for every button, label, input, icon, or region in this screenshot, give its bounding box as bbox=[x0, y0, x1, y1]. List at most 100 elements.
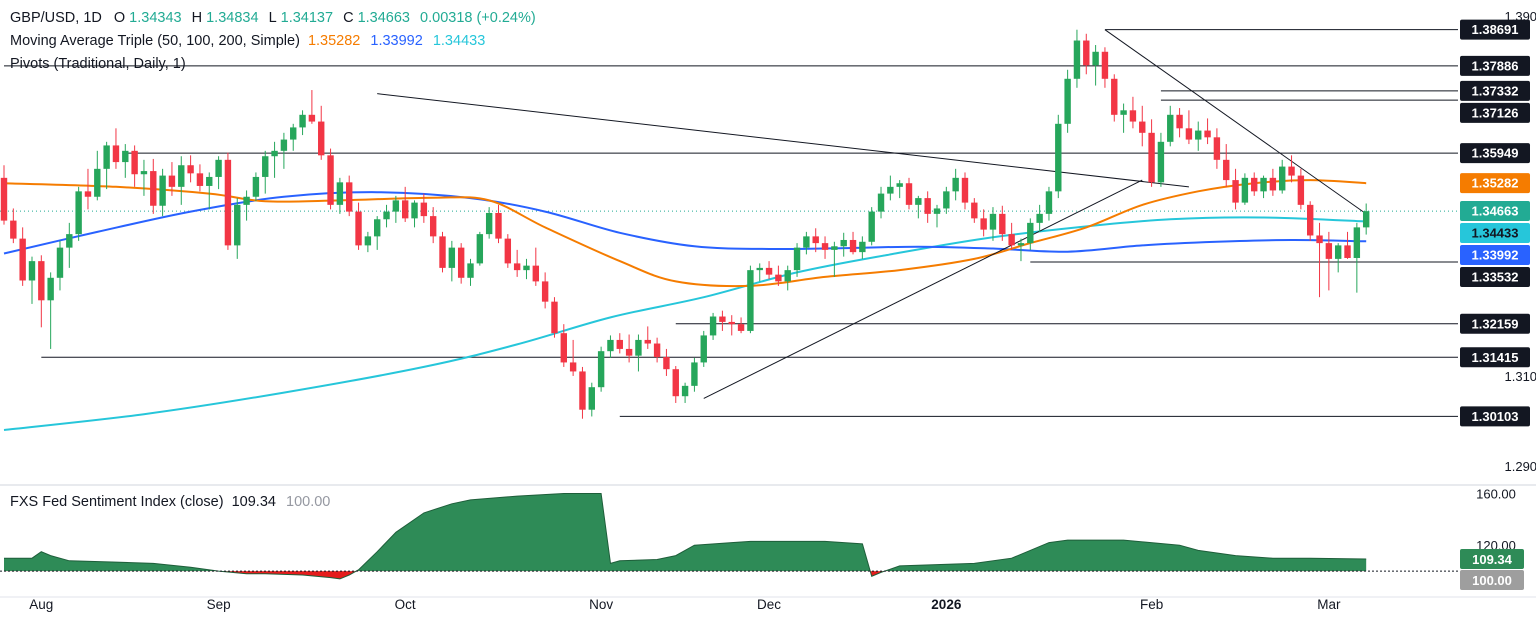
legend-pivots-label: Pivots (Traditional, Daily, 1) bbox=[10, 56, 186, 72]
candle-59 bbox=[551, 297, 558, 338]
candle-140 bbox=[1307, 201, 1314, 241]
candle-142 bbox=[1325, 231, 1333, 291]
candle-body bbox=[28, 261, 36, 281]
candle-body bbox=[859, 241, 866, 253]
candle-body bbox=[719, 316, 726, 322]
candle-body bbox=[84, 191, 92, 197]
candle-body bbox=[1269, 177, 1277, 191]
candle-body bbox=[290, 127, 297, 140]
candle-body bbox=[234, 204, 241, 246]
candle-body bbox=[1055, 123, 1062, 192]
candle-body bbox=[597, 351, 605, 388]
candle-body bbox=[1036, 213, 1043, 223]
time-tick-Dec: Dec bbox=[757, 597, 781, 612]
price-label-1.35949: 1.35949 bbox=[1460, 143, 1530, 164]
candle-139 bbox=[1297, 168, 1305, 210]
candle-body bbox=[374, 219, 381, 237]
candle-body bbox=[401, 200, 409, 219]
candle-body bbox=[383, 211, 390, 220]
candle-body bbox=[467, 263, 474, 278]
candle-body bbox=[1353, 227, 1361, 258]
legend-sentiment-value: 109.34 bbox=[231, 494, 276, 510]
price-tick-label: 1.29000 bbox=[1505, 459, 1536, 474]
candle-body bbox=[355, 211, 362, 246]
price-label-1.35282: 1.35282 bbox=[1460, 173, 1530, 194]
price-label-box bbox=[1460, 143, 1530, 164]
candle-body bbox=[1111, 78, 1118, 115]
candle-body bbox=[1307, 204, 1314, 236]
candle-55 bbox=[513, 249, 521, 277]
candle-93 bbox=[868, 207, 875, 246]
candle-135 bbox=[1260, 175, 1267, 199]
candle-74 bbox=[691, 357, 698, 392]
candle-46 bbox=[429, 207, 437, 244]
sentiment-panel bbox=[0, 493, 1458, 580]
candle-63 bbox=[588, 382, 595, 417]
price-label-box bbox=[1460, 223, 1530, 244]
candle-body bbox=[1176, 114, 1183, 129]
candle-4 bbox=[38, 255, 45, 328]
candle-body bbox=[299, 114, 306, 128]
candle-body bbox=[327, 155, 334, 205]
candle-body bbox=[224, 159, 232, 246]
candle-body bbox=[131, 150, 138, 175]
candle-29 bbox=[271, 141, 278, 178]
candle-81 bbox=[756, 263, 763, 282]
candle-31 bbox=[290, 123, 297, 151]
candle-body bbox=[1288, 166, 1295, 176]
candle-37 bbox=[346, 175, 353, 217]
price-label-box bbox=[1460, 245, 1530, 266]
candle-body bbox=[523, 265, 530, 271]
candle-109 bbox=[1017, 238, 1025, 262]
candle-body bbox=[1260, 177, 1267, 192]
candle-98 bbox=[915, 195, 922, 219]
candle-119 bbox=[1111, 74, 1118, 122]
candle-5 bbox=[47, 272, 54, 349]
candle-38 bbox=[355, 202, 362, 250]
candle-2 bbox=[19, 227, 26, 286]
candle-body bbox=[47, 277, 54, 301]
candle-body bbox=[485, 212, 493, 235]
candle-body bbox=[1362, 211, 1370, 228]
price-label-1.34663: 1.34663 bbox=[1460, 201, 1530, 222]
price-label-1.33532: 1.33532 bbox=[1460, 267, 1530, 288]
candle-53 bbox=[495, 204, 502, 244]
sentiment-base-label: 100.00 bbox=[1472, 573, 1512, 588]
legend-ma50-value: 1.35282 bbox=[307, 33, 361, 49]
candle-131 bbox=[1223, 144, 1230, 187]
candle-133 bbox=[1241, 173, 1249, 205]
candle-79 bbox=[737, 317, 745, 334]
candle-body bbox=[1213, 137, 1221, 160]
candle-114 bbox=[1064, 69, 1071, 133]
candle-9 bbox=[84, 168, 92, 210]
price-label-box bbox=[1460, 267, 1530, 288]
candle-19 bbox=[178, 156, 185, 205]
candle-body bbox=[971, 202, 978, 219]
candle-33 bbox=[308, 90, 316, 124]
candle-35 bbox=[327, 148, 334, 210]
legend-high-label: H bbox=[191, 10, 203, 26]
candle-78 bbox=[728, 315, 735, 336]
candle-106 bbox=[989, 207, 997, 241]
candle-118 bbox=[1101, 47, 1109, 88]
candle-body bbox=[989, 213, 997, 230]
price-label-box bbox=[1460, 173, 1530, 194]
candle-body bbox=[1092, 51, 1099, 66]
time-tick-Feb: Feb bbox=[1140, 597, 1163, 612]
candle-body bbox=[150, 171, 157, 206]
legend-close-value: 1.34663 bbox=[357, 10, 410, 26]
legend-row-ma: Moving Average Triple (50, 100, 200, Sim… bbox=[10, 33, 491, 49]
candle-41 bbox=[383, 204, 390, 228]
legend-close-label: C bbox=[343, 10, 354, 26]
candle-body bbox=[75, 191, 82, 235]
candle-body bbox=[429, 216, 437, 237]
candle-146 bbox=[1362, 203, 1370, 235]
price-label-box bbox=[1460, 313, 1530, 334]
candle-92 bbox=[859, 236, 866, 259]
price-label-1.37886: 1.37886 bbox=[1460, 55, 1530, 76]
candle-body bbox=[579, 371, 586, 410]
price-label-box bbox=[1460, 102, 1530, 123]
candle-body bbox=[140, 171, 148, 175]
candle-body bbox=[1129, 110, 1137, 122]
